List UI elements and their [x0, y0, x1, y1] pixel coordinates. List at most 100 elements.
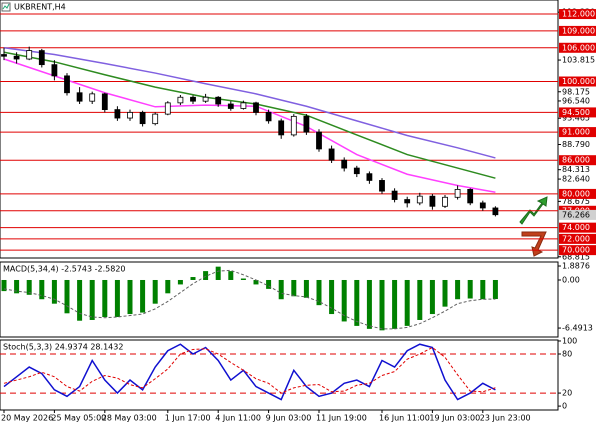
- y-tick-label: -6.4913: [562, 324, 593, 333]
- candle-body: [416, 195, 423, 204]
- candle-body: [366, 173, 373, 181]
- candle-body: [64, 75, 70, 94]
- candle-body: [38, 50, 45, 66]
- x-tick-label: 25 May 05:00: [51, 414, 106, 423]
- candle-body: [190, 96, 196, 102]
- candle-body: [316, 131, 322, 150]
- candle-body: [467, 189, 474, 204]
- level-label: 72.000: [562, 234, 590, 243]
- up-arrow: [519, 196, 548, 225]
- candle-body: [341, 159, 348, 169]
- candle-body: [429, 195, 436, 207]
- y-tick-label: 96.540: [562, 96, 590, 105]
- macd-bar: [492, 279, 498, 300]
- macd-bar: [127, 279, 133, 315]
- y-tick-label: 103.815: [562, 56, 595, 65]
- y-tick-label: 20: [562, 389, 572, 398]
- x-tick-label: 11 Jun 19:00: [316, 414, 367, 423]
- candle-body: [492, 207, 499, 216]
- x-tick-label: 16 Jun 11:00: [379, 414, 430, 423]
- candle-body: [303, 115, 310, 133]
- level-label-box: [559, 42, 596, 53]
- level-label: 112.000: [562, 10, 595, 19]
- macd-bar: [366, 279, 372, 329]
- y-tick-label: 68.815: [562, 252, 590, 261]
- macd-bar: [278, 279, 284, 300]
- candle-body: [76, 92, 83, 102]
- macd-bar: [329, 279, 335, 315]
- candle-body: [127, 112, 133, 119]
- candle-body: [442, 196, 448, 207]
- x-tick-label: 1 Jun 17:00: [165, 414, 211, 423]
- candle-body: [404, 199, 411, 204]
- candle-body: [353, 167, 360, 175]
- level-label-box: [559, 222, 596, 233]
- candle-body: [89, 93, 96, 102]
- candle-body: [253, 102, 259, 113]
- y-tick-label: 100: [562, 336, 577, 345]
- candle-body: [240, 102, 247, 109]
- macd-bar: [341, 279, 347, 322]
- y-tick-label: 1.8876: [562, 262, 590, 271]
- candle-body: [101, 93, 108, 111]
- macd-bar: [253, 279, 259, 285]
- level-label: 70.000: [562, 246, 590, 255]
- panel-title: MACD(5,34,4) -2.5743 -2.5820: [3, 265, 126, 274]
- level-label: 109.000: [562, 26, 595, 35]
- candle-body: [152, 113, 159, 125]
- title-icon: [1, 2, 11, 12]
- level-label: 86.000: [562, 156, 590, 165]
- macd-bar: [152, 279, 158, 304]
- macd-bar: [215, 266, 221, 280]
- macd-bar: [291, 279, 297, 297]
- macd-bar: [77, 279, 83, 321]
- macd-bar: [392, 279, 398, 329]
- candle-body: [379, 180, 385, 192]
- candle-body: [454, 189, 461, 198]
- candle-body: [164, 102, 171, 115]
- macd-bar: [417, 279, 423, 320]
- macd-bar: [14, 279, 20, 294]
- y-tick-label: 0: [562, 402, 567, 411]
- macd-bar: [316, 279, 322, 306]
- macd-bar: [1, 279, 7, 292]
- current-price-box: [559, 209, 596, 220]
- candle-body: [13, 55, 20, 60]
- macd-panel: [0, 261, 559, 338]
- candle-body: [265, 112, 272, 122]
- level-label-box: [559, 188, 596, 199]
- macd-bar: [64, 279, 70, 314]
- candle-body: [177, 96, 184, 104]
- panel-title: UKBRENT,H4: [14, 3, 66, 12]
- level-label: 106.000: [562, 43, 595, 52]
- current-price-label: 76.266: [562, 210, 590, 219]
- macd-bar: [240, 278, 246, 280]
- candle-body: [290, 115, 297, 136]
- candle-body: [479, 202, 486, 209]
- macd-bar: [228, 271, 234, 280]
- candle-body: [391, 190, 398, 200]
- macd-bar: [140, 279, 146, 313]
- macd-bar: [177, 279, 183, 285]
- stoch-panel: [0, 339, 559, 411]
- candle-body: [215, 96, 222, 105]
- x-tick-label: 28 May 03:00: [102, 414, 157, 423]
- y-tick-label: 93.465: [562, 114, 590, 123]
- candle-body: [26, 50, 33, 60]
- level-label-box: [559, 155, 596, 166]
- level-label-box: [559, 233, 596, 244]
- y-tick-label: 0.00: [562, 275, 580, 284]
- macd-bar: [442, 279, 448, 307]
- macd-bar: [455, 279, 461, 300]
- macd-bar: [51, 279, 57, 304]
- macd-bar: [404, 279, 410, 326]
- macd-bar: [39, 279, 45, 300]
- macd-bar: [102, 279, 108, 318]
- level-label-box: [559, 107, 596, 118]
- x-tick-label: 9 Jun 03:00: [266, 414, 312, 423]
- candle-body: [139, 112, 146, 125]
- level-label: 91.000: [562, 128, 590, 137]
- macd-bar: [114, 279, 120, 318]
- level-label: 94.500: [562, 108, 590, 117]
- down-arrow: [521, 231, 547, 257]
